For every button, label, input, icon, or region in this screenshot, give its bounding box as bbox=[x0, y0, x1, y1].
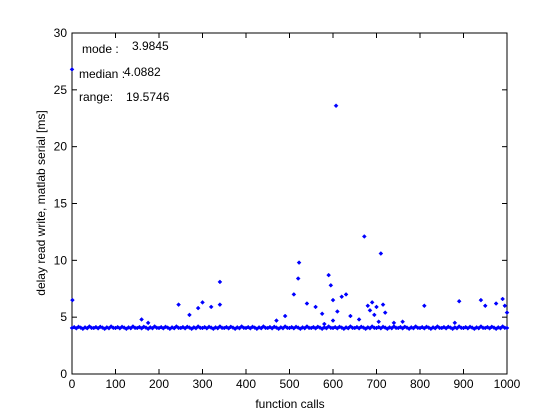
point bbox=[356, 317, 362, 322]
point bbox=[367, 307, 373, 313]
point bbox=[176, 302, 181, 308]
annotation-value: 19.5746 bbox=[126, 90, 170, 104]
point bbox=[282, 313, 288, 319]
x-tick-label: 300 bbox=[192, 377, 212, 391]
point bbox=[374, 304, 379, 310]
point bbox=[295, 276, 301, 281]
point bbox=[504, 310, 510, 315]
point bbox=[291, 292, 297, 297]
x-tick-label: 900 bbox=[453, 377, 473, 391]
point bbox=[421, 303, 427, 309]
x-tick-label: 500 bbox=[279, 377, 299, 391]
point bbox=[400, 319, 405, 325]
y-tick-label: 5 bbox=[60, 310, 67, 324]
point bbox=[371, 312, 377, 318]
point bbox=[452, 320, 458, 326]
point bbox=[330, 297, 336, 303]
point bbox=[380, 302, 386, 308]
plot-area bbox=[71, 32, 508, 375]
point bbox=[200, 300, 205, 305]
annotation-label: range: bbox=[79, 90, 113, 104]
y-tick-label: 0 bbox=[60, 367, 67, 381]
point bbox=[70, 297, 75, 303]
point bbox=[328, 282, 334, 288]
point bbox=[321, 321, 327, 327]
point bbox=[326, 272, 332, 278]
point bbox=[69, 67, 75, 72]
annotation-label: mode : bbox=[82, 42, 119, 56]
x-tick-label: 800 bbox=[410, 377, 430, 391]
point bbox=[313, 304, 318, 310]
point bbox=[304, 301, 310, 306]
y-tick-label: 10 bbox=[54, 253, 68, 267]
point bbox=[456, 298, 462, 304]
point bbox=[217, 279, 223, 285]
x-tick-label: 700 bbox=[366, 377, 386, 391]
y-tick-label: 20 bbox=[54, 140, 68, 154]
point bbox=[330, 318, 336, 323]
x-tick-label: 600 bbox=[323, 377, 343, 391]
x-axis-label: function calls bbox=[255, 397, 324, 411]
point bbox=[274, 318, 279, 323]
point bbox=[376, 319, 382, 325]
x-tick-label: 200 bbox=[149, 377, 169, 391]
point bbox=[208, 304, 214, 310]
y-tick-label: 25 bbox=[54, 83, 68, 97]
annotation-value: 3.9845 bbox=[132, 39, 169, 53]
point bbox=[187, 312, 192, 318]
x-tick-label: 100 bbox=[105, 377, 125, 391]
y-axis-label: delay read write, matlab serial [ms] bbox=[34, 110, 48, 295]
point bbox=[139, 317, 144, 322]
point bbox=[361, 234, 367, 239]
point bbox=[391, 320, 397, 326]
point bbox=[145, 320, 151, 326]
point bbox=[502, 303, 508, 309]
x-tick-label: 1000 bbox=[494, 377, 521, 391]
point bbox=[500, 296, 506, 302]
point bbox=[252, 325, 258, 330]
y-tick-label: 15 bbox=[54, 197, 68, 211]
point bbox=[339, 294, 345, 300]
point bbox=[482, 303, 488, 309]
annotation-label: median : bbox=[79, 67, 125, 81]
point bbox=[296, 260, 302, 265]
point bbox=[504, 325, 510, 331]
x-tick-label: 0 bbox=[69, 377, 76, 391]
point bbox=[348, 313, 353, 319]
point bbox=[382, 310, 388, 315]
point bbox=[343, 292, 349, 297]
point bbox=[369, 300, 375, 305]
point bbox=[493, 301, 499, 306]
point bbox=[478, 297, 484, 303]
point bbox=[333, 103, 339, 109]
point bbox=[378, 251, 384, 256]
point bbox=[365, 303, 371, 309]
annotation-value: 4.0882 bbox=[124, 65, 161, 79]
point bbox=[334, 309, 340, 314]
y-tick-label: 30 bbox=[54, 26, 68, 40]
point bbox=[217, 302, 223, 308]
point bbox=[195, 305, 201, 311]
point bbox=[319, 311, 325, 317]
x-tick-label: 400 bbox=[236, 377, 256, 391]
